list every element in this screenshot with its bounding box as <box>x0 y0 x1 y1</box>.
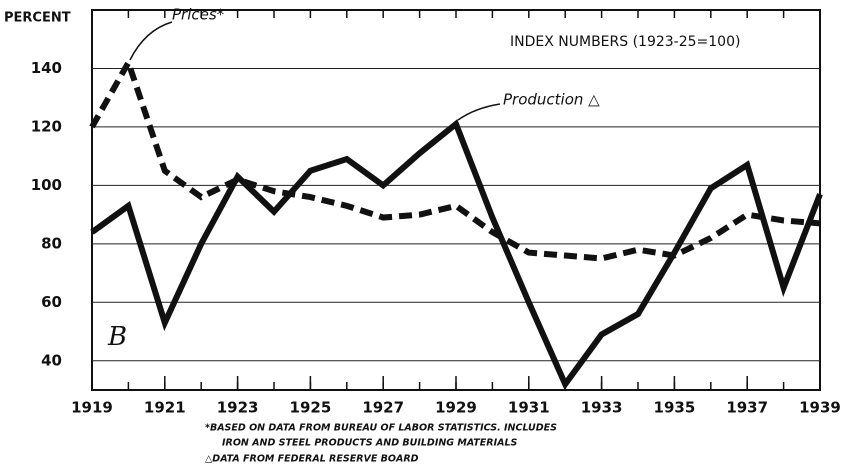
y-axis-label: PERCENT <box>4 11 71 26</box>
x-tick-label: 1921 <box>144 399 186 417</box>
footnote: *BASED ON DATA FROM BUREAU OF LABOR STAT… <box>205 423 557 434</box>
production-arrow <box>457 103 501 121</box>
x-tick-label: 1935 <box>654 399 696 417</box>
footnote: IRON AND STEEL PRODUCTS AND BUILDING MAT… <box>222 438 518 449</box>
x-tick-label: 1927 <box>362 399 404 417</box>
y-tick-label: 120 <box>31 117 62 135</box>
prices-annotation: Prices* <box>172 6 225 24</box>
x-tick-label: 1939 <box>799 399 841 417</box>
x-tick-label: 1937 <box>726 399 768 417</box>
x-tick-label: 1931 <box>508 399 550 417</box>
panel-label: B <box>107 322 127 352</box>
x-tick-label: 1933 <box>581 399 623 417</box>
production-annotation: Production △ <box>503 91 600 109</box>
x-tick-label: 1929 <box>435 399 477 417</box>
footnote: △DATA FROM FEDERAL RESERVE BOARD <box>205 454 419 465</box>
production-line <box>90 119 823 391</box>
prices-line <box>89 55 821 262</box>
y-tick-label: 40 <box>41 351 62 369</box>
prices-arrow <box>129 21 173 61</box>
x-tick-label: 1919 <box>71 399 113 417</box>
x-tick-label: 1925 <box>290 399 332 417</box>
y-tick-label: 140 <box>31 59 62 77</box>
y-tick-label: 80 <box>41 234 62 252</box>
x-tick-label: 1923 <box>217 399 259 417</box>
subtitle: INDEX NUMBERS (1923-25=100) <box>510 34 740 50</box>
y-tick-label: 60 <box>41 293 62 311</box>
y-tick-label: 100 <box>31 176 62 194</box>
